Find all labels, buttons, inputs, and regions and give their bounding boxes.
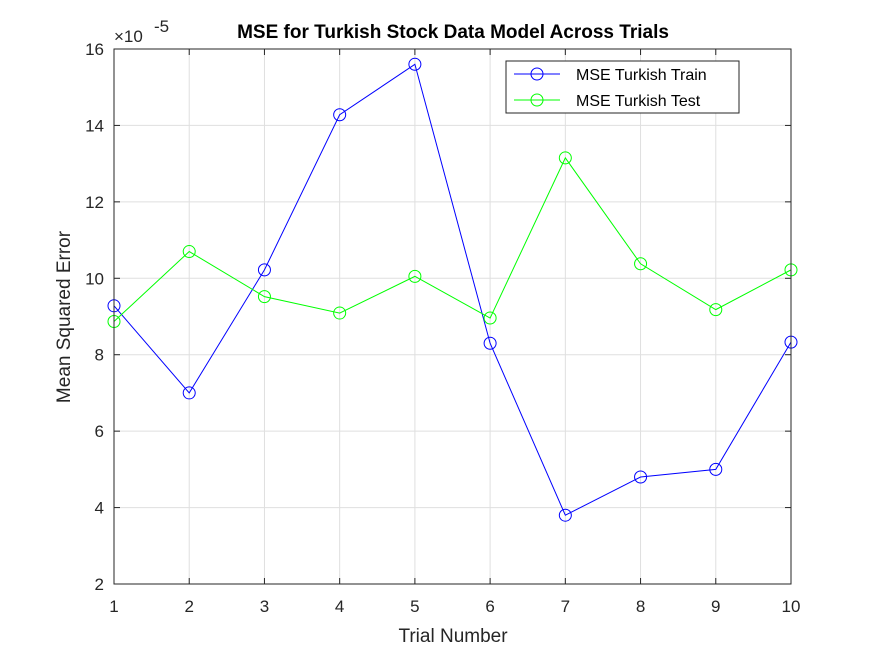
series-layer <box>107 57 798 522</box>
y-tick-label: 12 <box>85 193 104 212</box>
legend: MSE Turkish Train MSE Turkish Test <box>505 60 740 114</box>
plot-background <box>114 49 791 584</box>
x-tick-label: 9 <box>711 597 720 616</box>
data-point <box>408 57 422 71</box>
x-tick-label: 5 <box>410 597 419 616</box>
y-exponent-power: -5 <box>154 17 169 36</box>
x-tick-label: 2 <box>184 597 193 616</box>
data-point <box>333 108 347 122</box>
x-tick-label: 3 <box>260 597 269 616</box>
y-tick-label: 4 <box>95 499 104 518</box>
x-tick-label: 10 <box>782 597 801 616</box>
y-tick-label: 16 <box>85 40 104 59</box>
legend-train-label: MSE Turkish Train <box>576 67 707 84</box>
data-point <box>408 269 422 283</box>
data-point <box>257 290 271 304</box>
chart-title: MSE for Turkish Stock Data Model Across … <box>237 22 669 43</box>
y-tick-label: 2 <box>95 575 104 594</box>
legend-train-marker <box>530 67 544 81</box>
x-axis-label: Trial Number <box>398 626 508 647</box>
y-tick-label: 10 <box>85 269 104 288</box>
data-point <box>257 263 271 277</box>
x-tick-label: 6 <box>485 597 494 616</box>
data-point <box>182 386 196 400</box>
data-point <box>182 245 196 259</box>
y-tick-label: 14 <box>85 116 104 135</box>
data-point <box>709 303 723 317</box>
y-axis-label: Mean Squared Error <box>54 230 75 403</box>
legend-box <box>505 60 740 114</box>
y-exponent-base: ×10 <box>114 27 143 46</box>
data-point <box>558 508 572 522</box>
data-point <box>634 257 648 271</box>
x-tick-label: 8 <box>636 597 645 616</box>
plot-frame <box>113 48 792 585</box>
y-tick-label: 6 <box>95 422 104 441</box>
data-point <box>634 470 648 484</box>
series-1 <box>107 57 798 522</box>
data-point <box>333 306 347 320</box>
series-line <box>113 63 792 516</box>
data-point <box>483 336 497 350</box>
x-tick-label: 7 <box>561 597 570 616</box>
x-tick-label: 1 <box>109 597 118 616</box>
legend-test-label: MSE Turkish Test <box>576 93 701 110</box>
data-point <box>483 311 497 325</box>
series-line <box>113 156 792 322</box>
x-tick-label: 4 <box>335 597 344 616</box>
data-point <box>709 462 723 476</box>
legend-test-marker <box>530 93 544 107</box>
y-tick-label: 8 <box>95 346 104 365</box>
series-2 <box>107 151 798 328</box>
data-point <box>558 151 572 165</box>
